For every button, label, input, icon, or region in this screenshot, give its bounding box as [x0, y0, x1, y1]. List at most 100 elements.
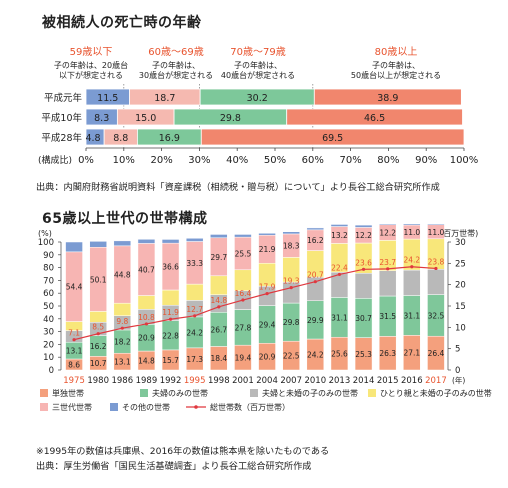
data-label: 26.4 [428, 349, 445, 358]
bar-segment [185, 283, 204, 301]
data-label: 36.6 [162, 263, 179, 272]
data-label: 16.2 [90, 342, 107, 351]
line-point [193, 314, 197, 318]
age-group-note: 子の年齢は、20歳台 [54, 60, 128, 70]
line-value-label: 24.2 [403, 256, 420, 265]
line-point [96, 332, 100, 336]
x-tick-label: 1975 [63, 376, 85, 386]
age-group-note: 30歳台が想定される [139, 70, 213, 80]
y-axis-label-left: (%) [38, 229, 52, 238]
data-label: 18.7 [154, 93, 175, 104]
age-group-note: 以下が想定される [59, 70, 123, 80]
bar-segment [378, 270, 397, 297]
data-label: 8.6 [68, 360, 80, 369]
legend-label: 夫婦のみの世帯 [152, 388, 208, 398]
line-value-label: 23.7 [379, 258, 396, 267]
bar-segment [65, 241, 83, 253]
data-label: 30.7 [355, 314, 372, 323]
bar-segment [185, 238, 204, 242]
row-label: 平成元年 [44, 92, 83, 104]
data-label: 27.1 [403, 349, 420, 358]
bar-segment [403, 224, 421, 226]
data-label: 69.5 [322, 133, 343, 144]
y-tick-label: 50 [43, 302, 54, 312]
y-tick-label: 100 [38, 238, 54, 248]
data-label: 30.2 [247, 93, 268, 104]
legend-label: 三世代世帯 [52, 402, 92, 412]
data-label: 33.3 [186, 259, 203, 268]
total-households-line [73, 266, 436, 341]
bar-segment [210, 275, 228, 295]
age-group-label: 60歳～69歳 [148, 46, 203, 58]
age-group-note: 40歳台が想定される [221, 70, 295, 80]
y2-tick-label: 10 [455, 323, 466, 333]
data-label: 10.7 [90, 359, 107, 368]
bar-segment [330, 224, 349, 227]
bar-segment [354, 272, 373, 299]
bar-segment [378, 224, 397, 225]
data-label: 40.7 [138, 265, 155, 274]
data-label: 13.2 [331, 231, 348, 240]
x-tick-label: 2013 [329, 376, 351, 386]
x-tick-label: 10% [113, 155, 135, 166]
x-tick-label: 80% [377, 155, 399, 166]
bar-segment [258, 233, 276, 236]
line-value-label: 10.8 [138, 313, 155, 322]
bar-segment [306, 227, 325, 231]
data-label: 24.2 [307, 351, 324, 360]
bar-segment [137, 295, 156, 310]
legend-line-marker [194, 405, 198, 409]
bar-segment [113, 240, 132, 247]
data-label: 20.9 [138, 334, 155, 343]
x-tick-label: 20% [150, 155, 172, 166]
x-tick-label: 2016 [401, 376, 423, 386]
data-label: 25.5 [235, 249, 252, 258]
legend-label: 単独世帯 [52, 388, 84, 398]
x-tick-label: 90% [415, 155, 437, 166]
line-point [217, 305, 221, 309]
data-label: 20.9 [259, 353, 276, 362]
data-label: 50.1 [90, 275, 107, 284]
line-value-label: 14.8 [210, 296, 227, 305]
legend-swatch [140, 389, 148, 397]
data-label: 16.9 [159, 133, 180, 144]
x-tick-label: 1995 [184, 376, 206, 386]
data-label: 12.2 [355, 231, 372, 240]
bar-segment [161, 289, 180, 306]
chart2-title: 65歳以上世代の世帯構成 [42, 211, 208, 227]
age-group-note: 子の年齢は、 [152, 60, 200, 70]
data-label: 29.8 [283, 318, 300, 327]
data-label: 14.8 [138, 357, 155, 366]
data-label: 46.5 [364, 113, 385, 124]
data-label: 21.9 [259, 245, 276, 254]
legend-swatch [250, 389, 258, 397]
bar-segment [210, 234, 228, 239]
x-tick-label: 1989 [136, 376, 158, 386]
data-label: 31.5 [379, 312, 396, 321]
row-label: 平成10年 [41, 112, 82, 124]
data-label: 29.8 [220, 113, 241, 124]
data-label: 25.6 [331, 350, 348, 359]
line-value-label: 20.7 [307, 271, 324, 280]
data-label: 26.7 [210, 325, 227, 334]
data-label: 11.0 [428, 228, 445, 237]
y2-tick-label: 0 [455, 366, 460, 376]
x-tick-label: 100% [450, 155, 479, 166]
data-label: 18.2 [114, 338, 131, 347]
data-label: 32.5 [428, 311, 445, 320]
y2-tick-label: 30 [455, 238, 466, 248]
x-tick-label: 2001 [232, 376, 254, 386]
age-group-label: 59歳以下 [70, 46, 113, 58]
data-label: 17.3 [186, 355, 203, 364]
legend-label: ひとり親と未婚の子のみの世帯 [380, 388, 492, 398]
data-label: 22.5 [283, 352, 300, 361]
data-label: 26.3 [379, 349, 396, 358]
data-label: 22.8 [162, 331, 179, 340]
legend-label: その他の世帯 [122, 402, 170, 412]
data-label: 24.2 [186, 328, 203, 337]
line-point [434, 266, 438, 271]
y2-tick-label: 5 [455, 345, 460, 355]
data-label: 44.8 [114, 271, 131, 280]
x-tick-label: 2014 [353, 376, 375, 386]
bar-segment [286, 108, 463, 126]
